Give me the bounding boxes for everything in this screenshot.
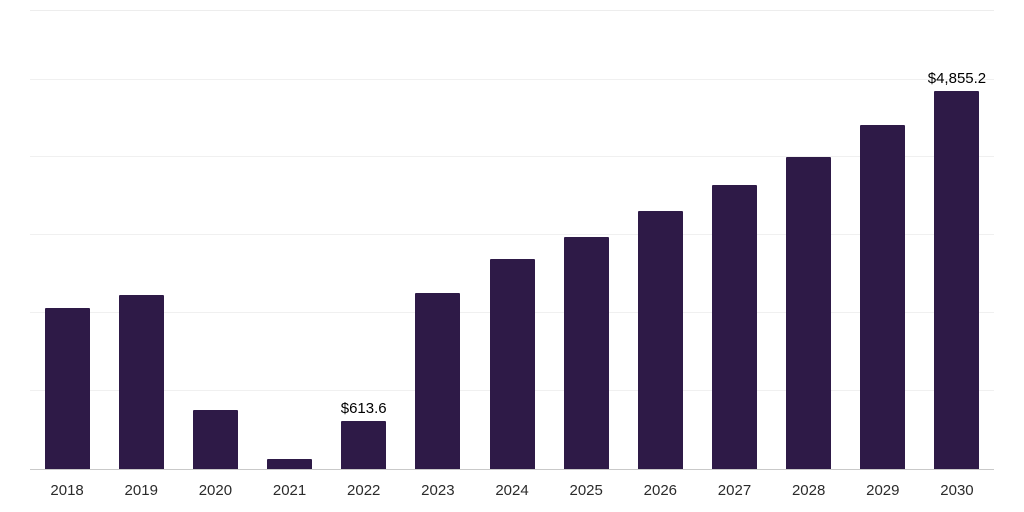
x-tick-2023: 2023 [421, 482, 455, 499]
x-tick-2026: 2026 [643, 482, 678, 499]
bar-value-label-2030: $4,855.2 [927, 69, 987, 87]
bar-2018[interactable] [44, 307, 90, 469]
bar-2026[interactable] [637, 211, 683, 469]
bar-column-2030: $4,855.2 [920, 11, 994, 469]
x-tick-2028: 2028 [791, 482, 826, 499]
bar-column-2023 [401, 11, 475, 469]
bar-2021[interactable] [267, 459, 313, 469]
bar-2024[interactable] [489, 258, 535, 469]
bar-2027[interactable] [711, 185, 757, 469]
bar-2023[interactable] [415, 292, 461, 469]
bar-2019[interactable] [118, 294, 164, 469]
bar-column-2025 [549, 11, 623, 469]
x-tick-2025: 2025 [569, 482, 603, 499]
bar-2028[interactable] [786, 157, 832, 469]
bar-column-2019 [104, 11, 178, 469]
bar-2029[interactable] [860, 124, 906, 469]
bar-column-2027 [697, 11, 771, 469]
bar-2020[interactable] [192, 410, 238, 469]
x-tick-2021: 2021 [272, 482, 307, 499]
bar-column-2028 [772, 11, 846, 469]
gridline-3000 [30, 234, 994, 236]
x-tick-2022: 2022 [347, 482, 381, 499]
bar-column-2021 [252, 11, 326, 469]
bar-2022[interactable] [341, 421, 387, 469]
bar-column-2026 [623, 11, 697, 469]
x-tick-2020: 2020 [198, 482, 233, 499]
x-axis: 2018 2019 2020 2021 2022 2023 2024 2025 2026 2027… [30, 470, 994, 512]
bar-column-2018 [30, 11, 104, 469]
x-tick-2029: 2029 [866, 482, 900, 499]
gridline-5000 [30, 78, 994, 80]
x-tick-2019: 2019 [124, 482, 158, 499]
bar-column-2022: $613.6 [327, 11, 401, 469]
x-tick-2027: 2027 [717, 482, 752, 499]
plot-area: $613.6 $4,855.2 [30, 10, 994, 470]
bar-2030[interactable] [934, 90, 980, 469]
bar-column-2029 [846, 11, 920, 469]
bars-container: $613.6 $4,855.2 [30, 11, 994, 469]
bar-value-label-2022: $613.6 [340, 400, 387, 418]
x-tick-2018: 2018 [50, 482, 84, 499]
bar-2025[interactable] [563, 237, 609, 469]
bar-column-2020 [178, 11, 252, 469]
x-tick-2030: 2030 [940, 482, 974, 499]
bar-column-2024 [475, 11, 549, 469]
x-tick-2024: 2024 [495, 482, 529, 499]
gridline-4000 [30, 156, 994, 158]
